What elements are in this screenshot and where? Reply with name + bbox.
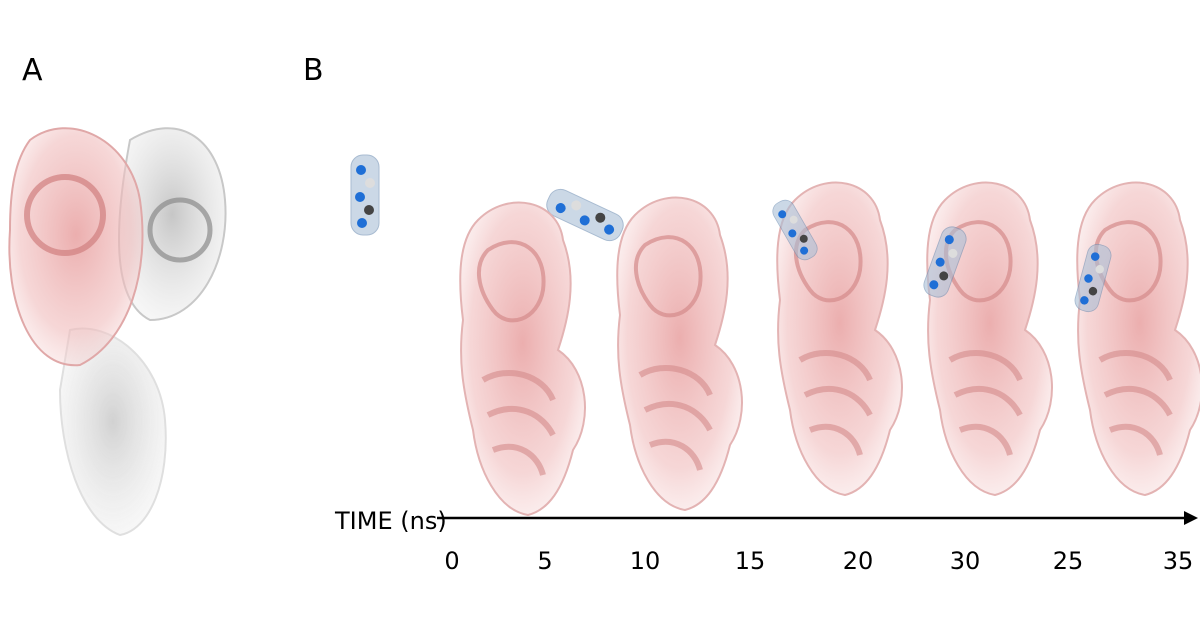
tick-label: 0 xyxy=(444,547,459,575)
protein-snapshot xyxy=(1077,183,1200,495)
ligand xyxy=(350,154,380,236)
axis-label: TIME (ns) xyxy=(334,507,447,535)
protein-snapshot xyxy=(617,198,742,510)
protein-complex xyxy=(8,127,227,537)
tick-label: 30 xyxy=(950,547,981,575)
tick-label: 5 xyxy=(537,547,552,575)
panel-label: A xyxy=(22,53,43,88)
tick-label: 35 xyxy=(1163,547,1194,575)
protein-snapshot xyxy=(460,203,585,515)
arrow-head xyxy=(1184,511,1198,525)
panel-label: B xyxy=(303,53,324,88)
tick-label: 20 xyxy=(843,547,874,575)
tick-label: 15 xyxy=(735,547,766,575)
tick-label: 10 xyxy=(630,547,661,575)
tick-label: 25 xyxy=(1053,547,1084,575)
